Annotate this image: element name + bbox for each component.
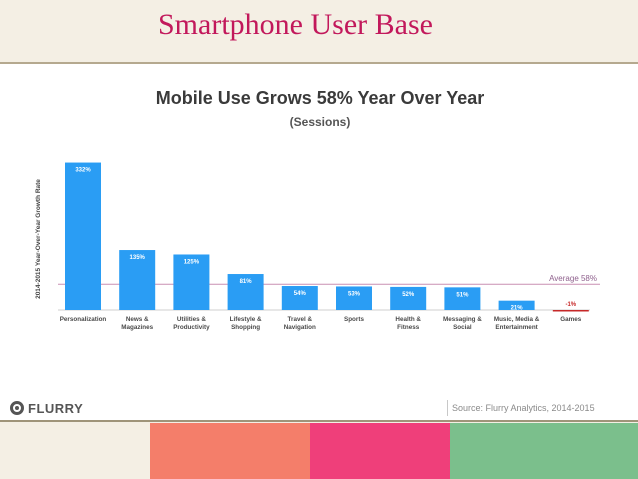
bar-value-label: 54% [294, 291, 307, 297]
category-label: Utilities & [177, 316, 206, 323]
category-label: Health & [395, 316, 421, 323]
bar-value-label: 53% [348, 291, 361, 297]
flurry-logo-icon [10, 401, 24, 415]
bar [119, 250, 156, 310]
category-label: Personalization [60, 316, 107, 323]
category-label: Lifestyle & [230, 316, 262, 323]
source-text: Source: Flurry Analytics, 2014-2015 [452, 403, 595, 413]
bar [552, 310, 589, 312]
slide-title-bar: Smartphone User Base [0, 0, 638, 62]
logo-text: FLURRY [28, 400, 84, 416]
category-labels-group: Personalization News &Magazines Utilities … [60, 316, 582, 331]
chart-title: Mobile Use Grows 58% Year Over Year [156, 88, 485, 108]
footer-stripe-pink [310, 423, 450, 479]
footer-stripe-coral [150, 423, 310, 479]
bar [336, 286, 372, 310]
category-label: Shopping [231, 324, 260, 331]
category-label: Navigation [284, 324, 316, 331]
category-label: Entertainment [495, 324, 538, 331]
category-label: Sports [344, 316, 364, 323]
category-label: Magazines [121, 324, 153, 331]
footer-stripes [0, 423, 638, 479]
y-axis-label: 2014-2015 Year-Over-Year Growth Rate [35, 179, 42, 299]
bar-chart: Mobile Use Grows 58% Year Over Year (Ses… [35, 88, 600, 331]
bar [281, 286, 318, 310]
category-label: Productivity [173, 324, 210, 331]
average-line-label: Average 58% [549, 274, 597, 283]
source-separator [447, 400, 448, 416]
bar-value-label: -1% [565, 302, 576, 308]
bar-value-label: 125% [184, 259, 200, 265]
slide-title: Smartphone User Base [158, 8, 433, 41]
bar-value-label: 332% [75, 168, 91, 174]
category-label: Social [453, 324, 472, 331]
category-label: Travel & [288, 316, 313, 323]
footer-stripe-green [450, 423, 638, 479]
bars-group: 332% 135% 125% 81% 54% 53% 52% 51% 21% -1% [65, 162, 589, 312]
bar [227, 274, 264, 310]
category-label: Messaging & [443, 316, 482, 323]
chart-panel [0, 62, 638, 422]
category-label: Music, Media & [494, 316, 540, 323]
category-label: Games [560, 316, 582, 323]
bar-value-label: 21% [511, 306, 524, 312]
bar [444, 287, 481, 310]
category-label: News & [126, 316, 149, 323]
bar [498, 300, 535, 310]
bar-value-label: 81% [240, 279, 253, 285]
footer-stripe-cream [0, 423, 150, 479]
bar [390, 286, 427, 310]
bar-value-label: 135% [130, 255, 146, 261]
bar-value-label: 51% [456, 292, 469, 298]
bar-value-label: 52% [402, 292, 415, 298]
category-label: Fitness [397, 324, 420, 331]
bar [65, 162, 101, 310]
panel-bottom-rule [0, 420, 638, 422]
chart-subtitle: (Sessions) [290, 115, 351, 129]
bar [173, 254, 210, 310]
flurry-logo: FLURRY [10, 398, 83, 418]
